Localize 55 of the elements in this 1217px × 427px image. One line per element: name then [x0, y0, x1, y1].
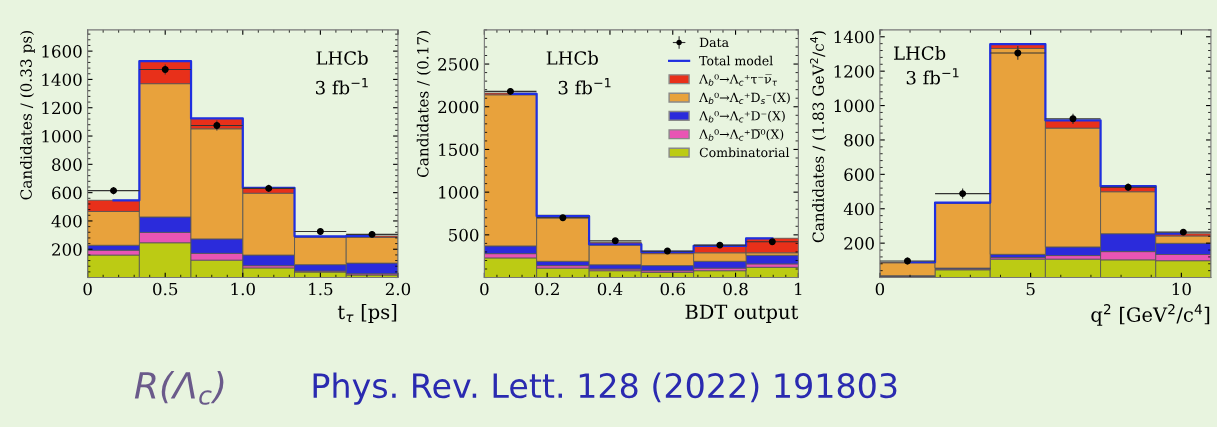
annotation: LHCb	[546, 50, 598, 65]
y-tick-label: 1500	[439, 143, 479, 157]
x-axis-title: BDT output	[685, 304, 799, 323]
annotation: 3 fb$^{−1}$	[906, 68, 959, 85]
x-tick-label: 0.8	[723, 282, 748, 296]
x-tick-label: 10	[1172, 282, 1191, 296]
x-tick-label: 2.0	[385, 282, 411, 296]
text: Phys. Rev. Lett. 128 (2022) 191803	[313, 372, 897, 405]
annotation: 3 fb$^{−1}$	[316, 78, 368, 95]
y-tick-label: 400	[51, 214, 82, 228]
x-tick-label: 0.6	[660, 282, 685, 296]
x-axis-title: t$_{τ}$ [ps]	[337, 304, 397, 323]
y-tick-label: 800	[52, 158, 82, 171]
legend-label: Data	[699, 37, 729, 48]
x-tick-label: 0	[875, 282, 885, 296]
legend-label: Λ$_{b}$⁰→Λ$_{c}$⁺τ⁻ν̅$_{τ}$	[699, 74, 778, 86]
x-tick-label: 0.5	[153, 282, 178, 296]
legend-label: Λ$_{b}$⁰→Λ$_{c}$⁺D⁻(X)	[699, 110, 785, 123]
y-tick-label: 2000	[438, 100, 479, 114]
y-tick-label: 200	[52, 243, 82, 256]
x-tick-label: 1.5	[309, 282, 333, 296]
annotation: LHCb	[316, 50, 368, 65]
legend-label: Λ$_{b}$⁰→Λ$_{c}$⁺D̅⁰(X)	[699, 129, 784, 141]
x-tick-label: 0.4	[597, 282, 623, 296]
y-axis-title: Candidates / (0.33 ps)	[20, 31, 35, 200]
y-tick-label: 1400	[42, 73, 82, 86]
x-tick-label: 1.0	[231, 282, 255, 296]
y-tick-label: 1000	[439, 186, 479, 199]
y-tick-label: 600	[52, 186, 82, 200]
y-tick-label: 1600	[42, 45, 82, 58]
y-tick-label: 1200	[834, 65, 874, 78]
y-tick-label: 1000	[42, 129, 82, 143]
y-tick-label: 800	[844, 133, 874, 147]
legend-label: Λ$_{b}$⁰→Λ$_{c}$⁺D$_{s}$⁻(X)	[699, 92, 790, 105]
y-tick-label: 1200	[42, 101, 82, 115]
legend-label: Combinatorial	[699, 147, 790, 158]
annotation: 3 fb$^{−1}$	[558, 78, 611, 95]
x-tick-label: 0.2	[535, 282, 559, 296]
x-tick-label: 1	[795, 282, 802, 296]
y-tick-label: 1400	[834, 30, 874, 44]
text: R(Λ$_{c}$)	[134, 371, 224, 405]
y-tick-label: 1000	[834, 99, 874, 113]
x-tick-label: 0	[83, 282, 92, 296]
y-axis-title: Candidates / (1.83 GeV$^{2}$/c$^{4}$)	[809, 31, 827, 243]
y-tick-label: 2500	[438, 58, 479, 71]
x-axis-title: q$^{2}$ [GeV$^{2}$/c$^{4}$]	[1091, 304, 1210, 326]
y-tick-label: 500	[449, 228, 479, 242]
y-tick-label: 200	[844, 237, 874, 250]
y-tick-label: 400	[843, 202, 874, 216]
y-tick-label: 600	[844, 168, 874, 181]
x-tick-label: 0	[480, 282, 489, 296]
y-axis-title: Candidates / (0.17)	[416, 31, 431, 178]
legend-label: Total model	[699, 55, 773, 66]
x-tick-label: 5	[1026, 282, 1035, 296]
annotation: LHCb	[894, 45, 946, 60]
